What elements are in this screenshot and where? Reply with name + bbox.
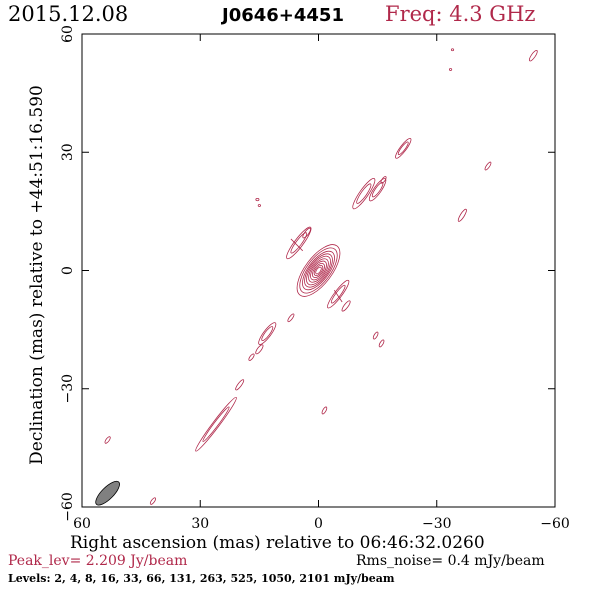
x-tick-label: −30 <box>422 516 452 532</box>
jet-component-contour <box>248 353 255 361</box>
contour-layer <box>95 48 538 506</box>
jet-contour <box>290 238 304 252</box>
core-contour <box>306 255 331 286</box>
source-name: J0646+4451 <box>222 5 344 26</box>
core-contour <box>310 260 327 281</box>
jet-component-contour <box>104 436 111 444</box>
x-tick-label: 60 <box>73 516 91 532</box>
core-contour <box>296 244 341 297</box>
x-tick-label: 30 <box>191 516 209 532</box>
jet-component-contour <box>257 204 261 207</box>
jet-component-contour <box>321 406 328 415</box>
observation-date: 2015.12.08 <box>8 2 129 26</box>
contour-levels: Levels: 2, 4, 8, 16, 33, 66, 131, 263, 5… <box>8 572 395 585</box>
jet-component-contour <box>327 279 350 309</box>
jet-component-contour <box>202 406 230 442</box>
jet-component-contour <box>330 284 346 304</box>
jet-component-contour <box>371 182 384 198</box>
rms-noise: Rms_noise= 0.4 mJy/beam <box>356 553 545 569</box>
core-contour <box>299 247 338 294</box>
x-tick-label: 0 <box>314 516 323 532</box>
beam-ellipse <box>95 480 120 506</box>
jet-component-contour <box>450 48 455 52</box>
jet-component-contour <box>352 178 376 210</box>
plot-frame <box>81 33 556 508</box>
core-contour <box>313 265 324 276</box>
y-tick-label: 0 <box>60 266 76 275</box>
jet-component-contour <box>484 161 492 171</box>
x-tick-label: −60 <box>540 516 570 532</box>
jet-component-contour <box>261 326 274 342</box>
jet-component-contour <box>286 226 312 260</box>
jet-component-contour <box>255 344 264 355</box>
y-tick-label: 30 <box>60 143 76 161</box>
jet-component-contour <box>528 49 538 62</box>
tick-labels: 60 30 0 −30 −60 −60 −30 0 30 60 <box>60 25 570 532</box>
jet-component-contour <box>258 322 277 345</box>
core-contour <box>312 262 325 279</box>
jet-component-contour <box>372 331 379 340</box>
core-contour <box>315 266 322 275</box>
jet-component-contour <box>395 137 412 159</box>
core-contour <box>304 253 333 288</box>
core-contour <box>308 258 329 283</box>
jet-component-contour <box>287 313 295 323</box>
core-contour <box>302 250 335 291</box>
jet-component-contour <box>255 197 260 202</box>
jet-component-contour <box>302 227 311 239</box>
jet-component-contour <box>457 208 467 222</box>
plot-border <box>81 33 556 508</box>
jet-component-contour <box>341 300 351 312</box>
y-tick-label: −60 <box>60 492 76 522</box>
jet-component-contour <box>290 232 308 254</box>
peak-level: Peak_lev= 2.209 Jy/beam <box>8 553 188 569</box>
y-tick-label: 60 <box>60 25 76 43</box>
jet-component-contour <box>235 379 245 391</box>
frequency-label: Freq: 4.3 GHz <box>385 2 536 26</box>
jet-component-contour <box>380 176 387 184</box>
y-axis-label: Declination (mas) relative to +44:51:16.… <box>27 85 47 465</box>
jet-component-contour <box>448 68 453 71</box>
jet-component-contour <box>368 178 387 202</box>
jet-component-contour <box>397 141 409 156</box>
jet-component-contour <box>195 396 237 452</box>
jet-component-contour <box>378 339 385 348</box>
x-axis-label: Right ascension (mas) relative to 06:46:… <box>70 533 485 553</box>
y-tick-label: −30 <box>60 374 76 404</box>
jet-component-contour <box>356 183 372 204</box>
jet-component-contour <box>149 497 157 505</box>
